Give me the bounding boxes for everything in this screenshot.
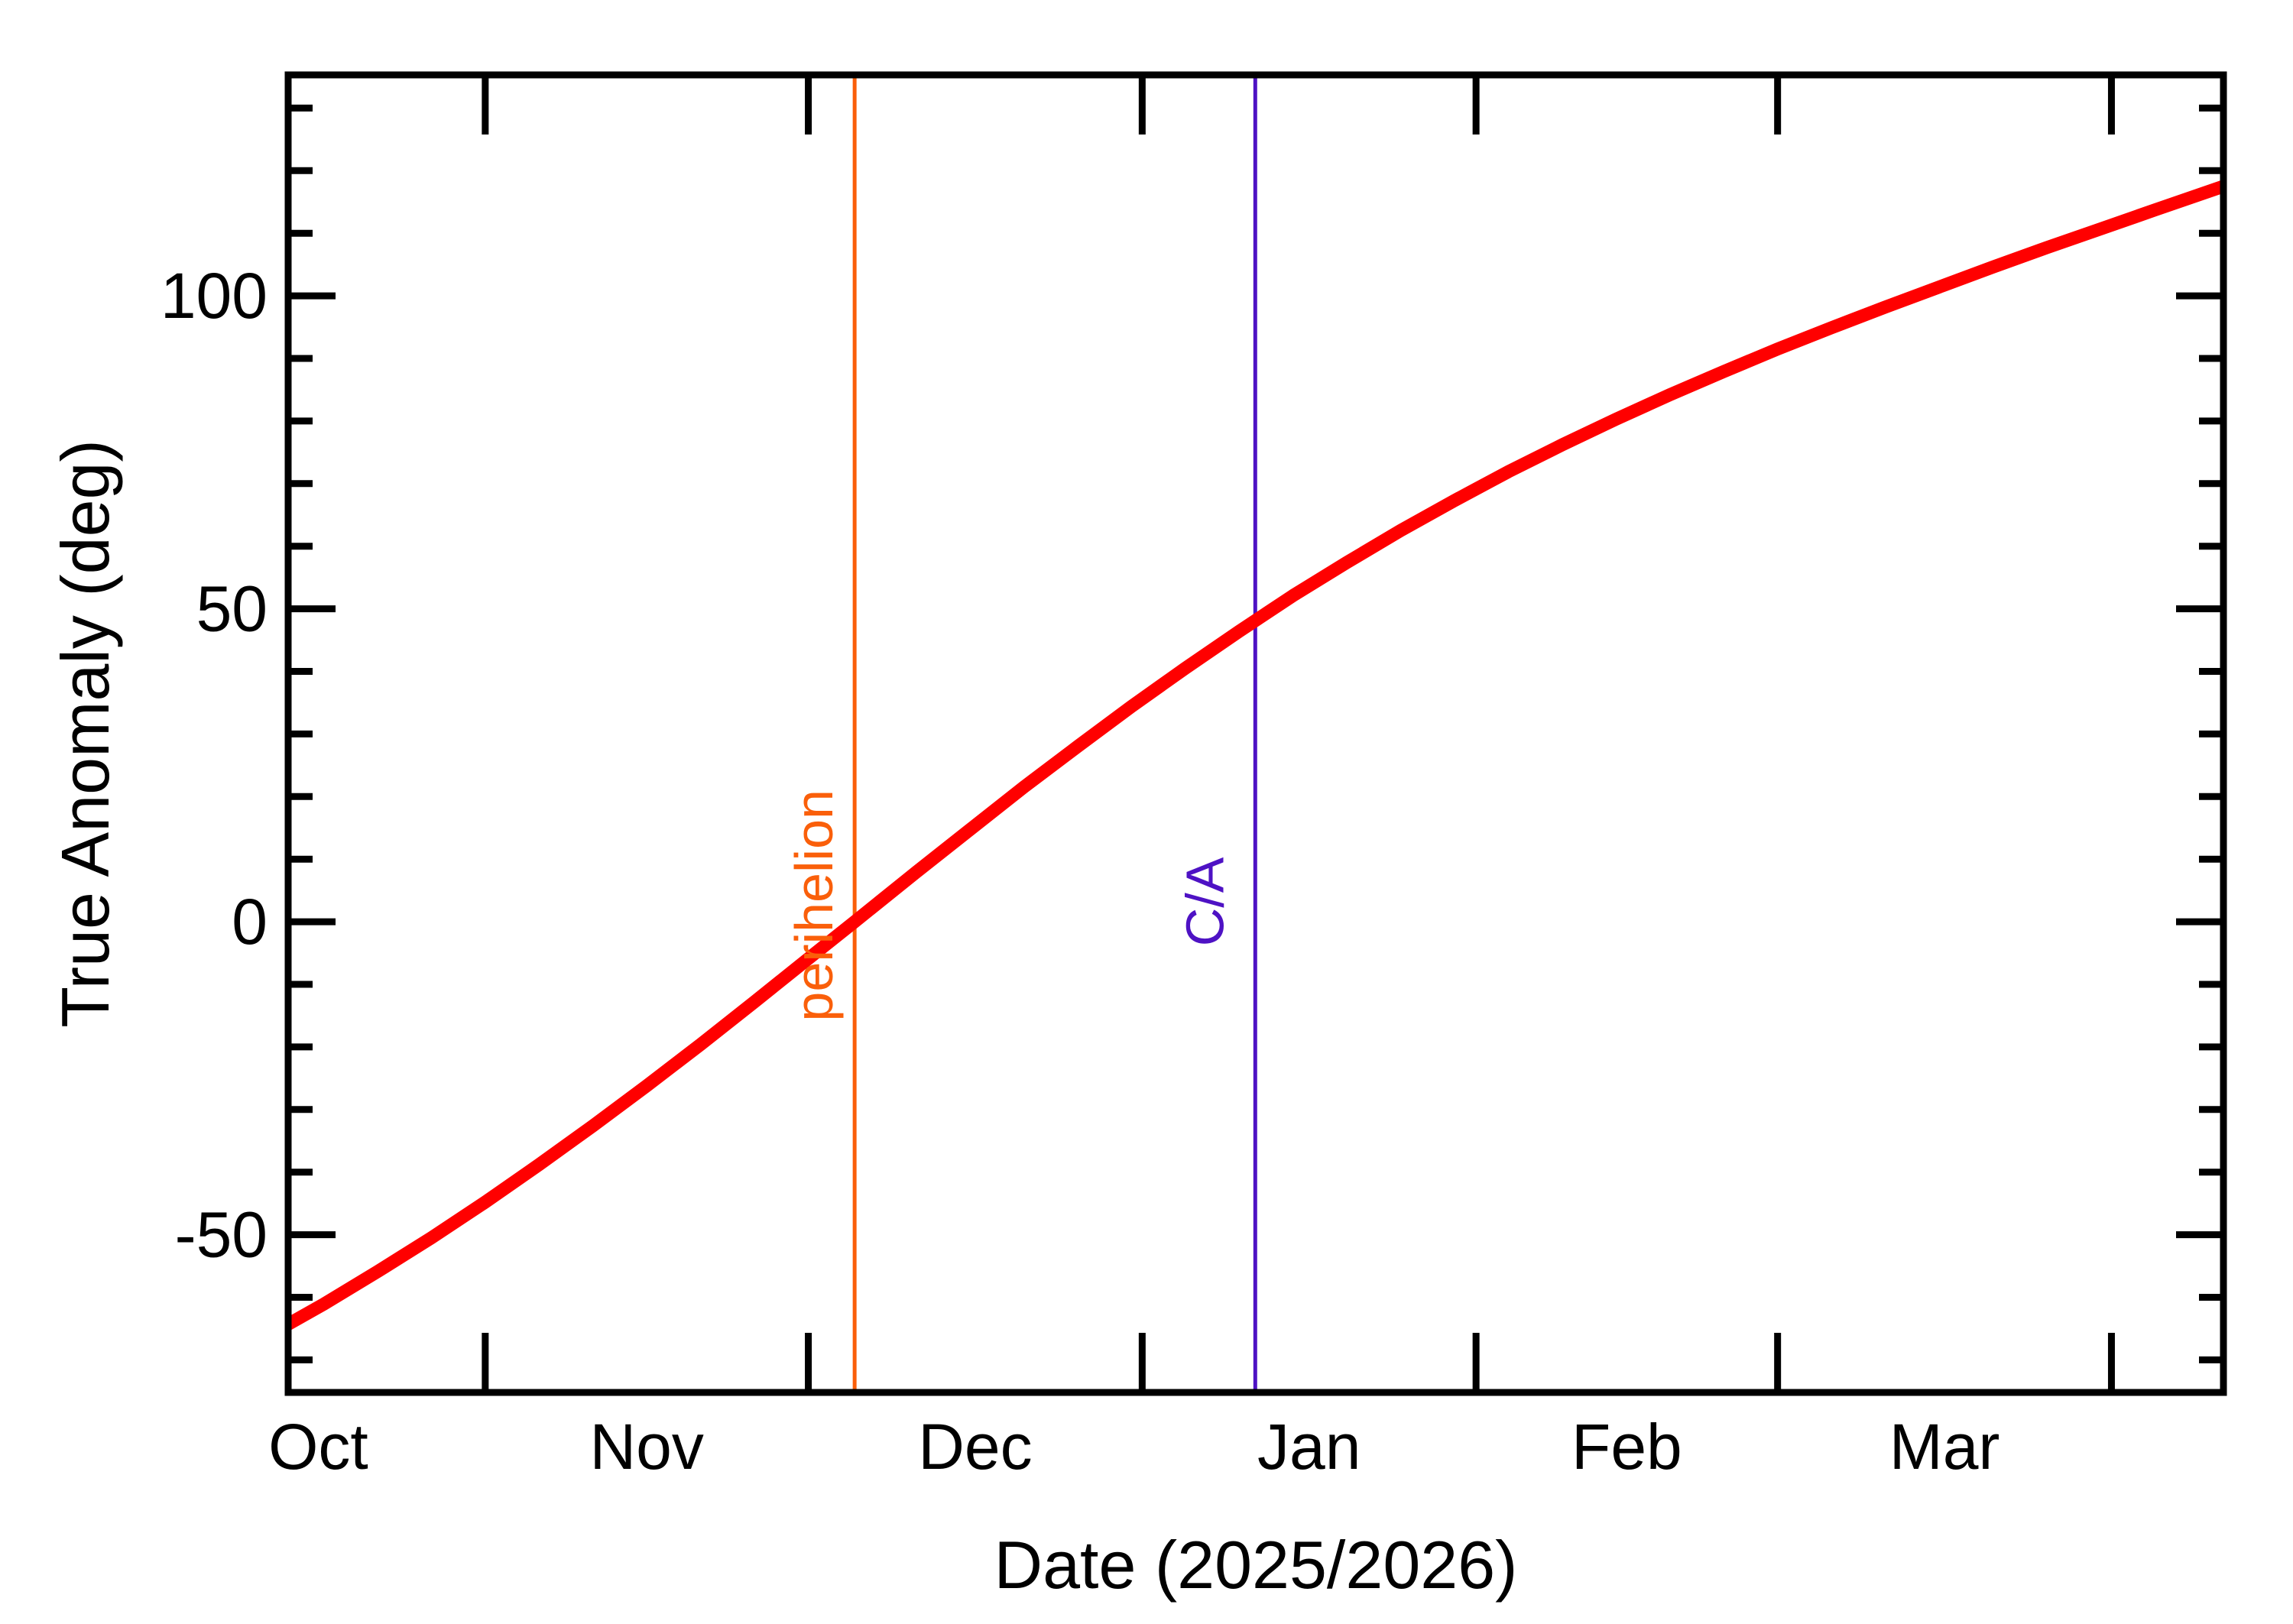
- true-anomaly-curve: [284, 180, 2226, 1331]
- x-tick-label-feb: Feb: [1571, 1411, 1682, 1483]
- y-tick-label-50: 50: [196, 573, 268, 645]
- y-axis-title: True Anomaly (deg): [47, 439, 123, 1028]
- y-tick-label-100: 100: [161, 260, 268, 332]
- x-axis-title: Date (2025/2026): [994, 1527, 1518, 1603]
- y-tick-label--50: -50: [175, 1199, 268, 1271]
- x-tick-label-oct: Oct: [268, 1411, 368, 1483]
- x-tick-label-nov: Nov: [590, 1411, 704, 1483]
- x-tick-label-jan: Jan: [1257, 1411, 1361, 1483]
- close-approach-label: C/A: [1175, 857, 1234, 946]
- x-tick-label-mar: Mar: [1889, 1411, 2000, 1483]
- y-tick-label-0: 0: [232, 886, 268, 958]
- perihelion-label: perihelion: [784, 789, 844, 1022]
- x-tick-label-dec: Dec: [918, 1411, 1032, 1483]
